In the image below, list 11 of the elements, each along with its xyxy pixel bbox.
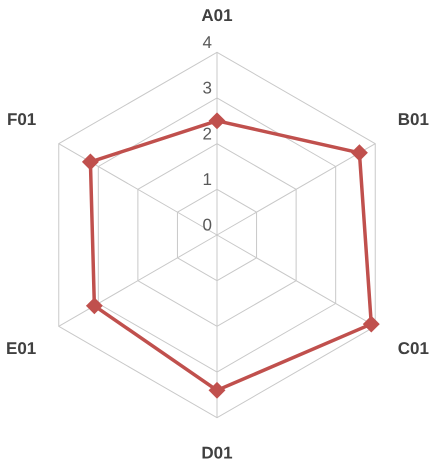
y-tick-label: 0 <box>202 216 212 235</box>
y-tick-label: 4 <box>202 32 212 52</box>
spoke-label: A01 <box>201 6 233 25</box>
y-tick-label: 2 <box>202 124 212 144</box>
y-tick-label: 1 <box>202 170 212 190</box>
spoke-label: E01 <box>6 339 36 358</box>
spoke-label: C01 <box>398 339 429 358</box>
spoke-label: B01 <box>398 110 429 130</box>
spoke-label: F01 <box>6 110 36 130</box>
spoke-label: D01 <box>201 444 233 463</box>
y-tick-label: 3 <box>202 78 212 98</box>
